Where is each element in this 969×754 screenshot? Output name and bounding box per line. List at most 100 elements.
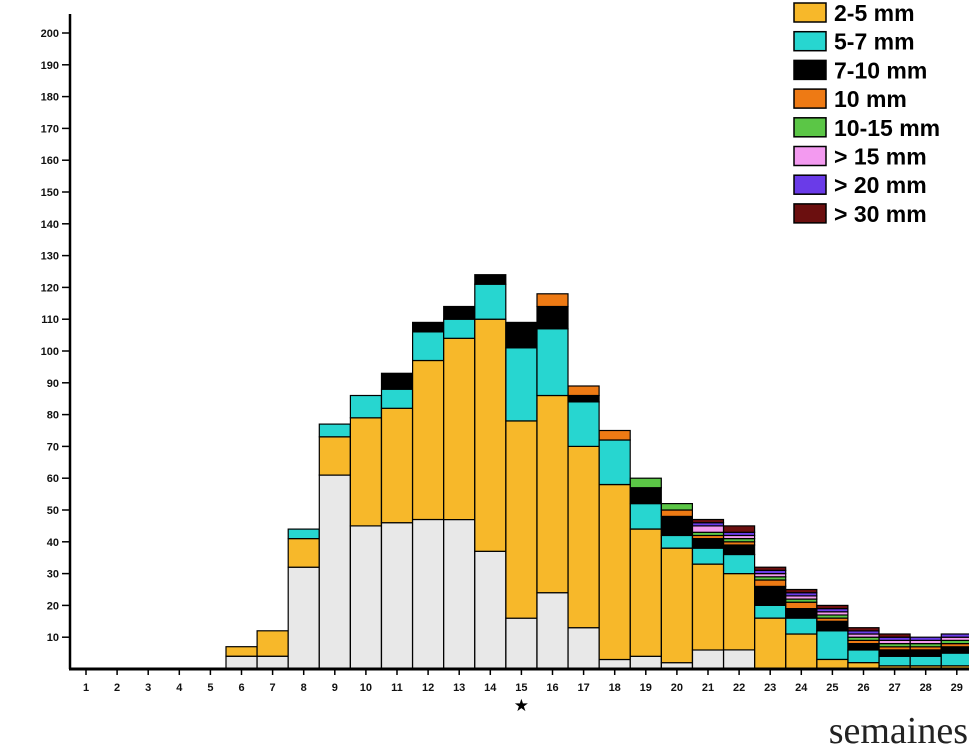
- bar-segment-week-24-series-4: [785, 601, 818, 610]
- bar-segment-week-9-series-1: [318, 436, 351, 476]
- y-tick-label-110: 110: [41, 314, 59, 326]
- bar-segment-week-19-series-2: [629, 503, 662, 530]
- bar-segment-week-19-series-3: [629, 487, 662, 505]
- bar-segment-week-29-series-7: [940, 633, 969, 638]
- x-tick-label-21: 21: [702, 682, 714, 694]
- bar-segment-week-17-series-0: [567, 627, 600, 670]
- bar-segment-week-20-series-3: [660, 515, 694, 537]
- legend-swatch-5: [793, 117, 827, 138]
- bar-segment-week-26-series-8: [847, 627, 880, 632]
- bar-segment-week-19-series-0: [629, 655, 662, 670]
- bar-segment-week-15-series-2: [505, 347, 538, 422]
- y-tick-label-140: 140: [41, 219, 59, 231]
- y-tick-label-170: 170: [41, 123, 59, 135]
- x-tick-label-16: 16: [546, 682, 558, 694]
- bar-segment-week-14-series-2: [474, 283, 507, 320]
- bar-segment-week-22-series-8: [722, 525, 756, 533]
- bar-segment-week-8-series-1: [287, 537, 320, 568]
- bar-segment-week-16-series-1: [536, 394, 569, 594]
- x-tick-label-15: 15: [515, 682, 527, 694]
- bar-segment-week-21-series-2: [691, 547, 725, 565]
- y-tick-label-20: 20: [47, 600, 59, 612]
- bar-segment-week-14-series-3: [474, 274, 507, 285]
- y-tick-label-10: 10: [47, 632, 59, 644]
- y-ticks: 10 20 30 40 50 60 70 80 90 100 110 120 130 140 150 160 1…: [41, 28, 70, 644]
- bar-segment-week-13-series-2: [443, 318, 476, 339]
- x-tick-label-29: 29: [951, 682, 963, 694]
- legend-swatch-2: [793, 30, 827, 52]
- x-tick-label-27: 27: [888, 682, 900, 694]
- bar-segment-week-16-series-0: [536, 592, 569, 670]
- bar-segment-week-12-series-2: [412, 331, 445, 362]
- legend-label-5: 10-15 mm: [834, 115, 940, 141]
- legend-label-3: 7-10 mm: [834, 57, 927, 83]
- bar-segment-week-7-series-1: [256, 630, 289, 657]
- bar-segment-week-10-series-1: [349, 417, 382, 527]
- bar-segment-week-13-series-3: [443, 305, 476, 320]
- legend-swatch-4: [793, 88, 827, 109]
- bar-segment-week-17-series-2: [567, 401, 600, 447]
- bar-segment-week-9-series-2: [318, 423, 351, 438]
- y-tick-label-40: 40: [47, 537, 59, 549]
- bar-segment-week-21-series-3: [691, 537, 725, 549]
- bar-segment-week-21-series-0: [691, 649, 725, 670]
- bar-segment-week-17-series-3: [567, 394, 600, 403]
- bar-segment-week-12-series-3: [412, 321, 445, 333]
- y-tick-label-90: 90: [47, 378, 59, 390]
- bar-segment-week-26-series-2: [847, 649, 880, 664]
- bar-segment-week-24-series-2: [785, 617, 818, 635]
- y-tick-label-180: 180: [41, 92, 59, 104]
- y-tick-label-190: 190: [41, 60, 59, 72]
- marked-week-star: ★: [514, 696, 529, 716]
- bar-segment-week-23-series-8: [754, 566, 787, 572]
- bar-segment-week-15-series-3: [505, 321, 538, 349]
- x-tick-label-24: 24: [795, 682, 808, 694]
- bar-segment-week-13-series-1: [443, 337, 476, 521]
- bar-segment-week-7-series-0: [256, 655, 289, 670]
- bar-segment-week-10-series-0: [349, 525, 382, 670]
- bar-segment-week-18-series-1: [598, 484, 631, 661]
- bar-segment-week-28-series-7: [909, 636, 942, 642]
- bar-segment-week-16-series-4: [536, 293, 569, 308]
- legend-swatch-8: [793, 203, 827, 224]
- x-tick-label-19: 19: [640, 682, 652, 694]
- y-tick-label-200: 200: [41, 28, 59, 40]
- bar-segment-week-22-series-3: [722, 544, 756, 556]
- bar-segment-week-16-series-2: [536, 328, 569, 397]
- bar-segment-week-20-series-1: [660, 547, 694, 664]
- legend-label-8: > 30 mm: [834, 201, 927, 227]
- x-tick-label-1: 1: [83, 682, 89, 694]
- x-tick-label-14: 14: [484, 682, 497, 694]
- x-tick-label-4: 4: [176, 682, 183, 694]
- legend-label-2: 5-7 mm: [834, 29, 915, 55]
- bar-segment-week-23-series-4: [754, 579, 787, 588]
- bar-segment-week-27-series-8: [878, 633, 911, 638]
- x-tick-label-22: 22: [733, 682, 745, 694]
- bar-segment-week-8-series-2: [287, 528, 320, 540]
- bar-segment-week-29-series-3: [940, 646, 969, 654]
- x-tick-label-17: 17: [577, 682, 589, 694]
- x-tick-label-18: 18: [609, 682, 621, 694]
- bar-segment-week-23-series-2: [754, 604, 787, 619]
- bar-segment-week-14-series-1: [474, 318, 507, 552]
- bar-segment-week-6-series-0: [225, 655, 258, 670]
- x-tick-label-23: 23: [764, 682, 776, 694]
- bar-segment-week-8-series-0: [287, 566, 320, 670]
- bar-segment-week-20-series-2: [660, 534, 694, 549]
- legend-swatch-7: [793, 174, 827, 195]
- x-tick-label-7: 7: [270, 682, 276, 694]
- bar-segment-week-15-series-0: [505, 617, 538, 670]
- bar-segment-week-23-series-1: [754, 617, 787, 670]
- bar-segment-week-14-series-0: [474, 550, 507, 670]
- legend-label-6: > 15 mm: [834, 144, 927, 170]
- y-tick-label-150: 150: [41, 187, 59, 199]
- bar-segment-week-25-series-3: [816, 620, 849, 632]
- y-tick-label-50: 50: [47, 505, 59, 517]
- y-tick-label-30: 30: [47, 569, 59, 581]
- legend-swatch-1: [793, 2, 827, 23]
- x-axis-title: semaines: [829, 710, 968, 752]
- x-tick-label-10: 10: [360, 682, 372, 694]
- legend-label-4: 10 mm: [834, 86, 907, 112]
- bar-segment-week-22-series-2: [722, 553, 756, 575]
